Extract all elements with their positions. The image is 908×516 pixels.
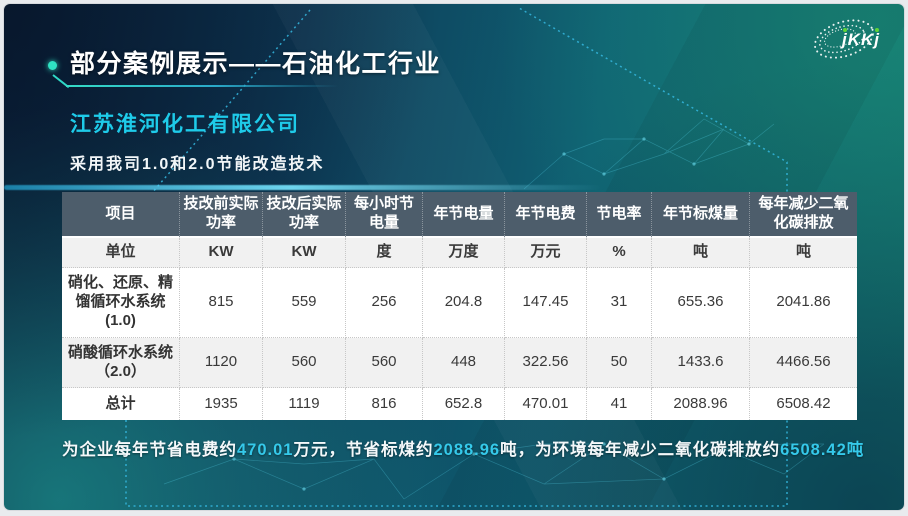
jkkj-logo: jKKj	[813, 19, 880, 59]
value-cell: 1935	[180, 388, 263, 420]
energy-savings-table: 项目 技改前实际功率 技改后实际功率 每小时节电量 年节电量 年节电费 节电率 年节标煤量 每年…	[62, 192, 857, 420]
value-cell: 816	[346, 388, 423, 420]
summary-highlight-value: 2088.96	[433, 441, 501, 459]
row-label: 硝酸循环水系统 （2.0）	[62, 338, 180, 388]
header-cell: 技改前实际功率	[180, 192, 263, 238]
value-cell: 31	[587, 268, 652, 338]
value-cell: 147.45	[505, 268, 587, 338]
header-cell: 年节电费	[505, 192, 587, 238]
unit-cell: 吨	[750, 238, 857, 268]
header-cell: 年节电量	[423, 192, 505, 238]
value-cell: 6508.42	[750, 388, 857, 420]
summary-text: 吨，为环境每年减少二氧化碳排放约	[500, 441, 781, 459]
unit-cell: 吨	[652, 238, 750, 268]
page-title: 部分案例展示——石油化工行业	[70, 50, 442, 78]
value-cell: 470.01	[505, 388, 587, 420]
value-cell: 652.8	[423, 388, 505, 420]
light-beam	[4, 185, 604, 190]
logo-text: jKKj	[840, 30, 880, 49]
unit-cell: KW	[180, 238, 263, 268]
value-cell: 560	[346, 338, 423, 388]
header-cell: 节电率	[587, 192, 652, 238]
unit-cell: 度	[346, 238, 423, 268]
unit-cell: 单位	[62, 238, 180, 268]
logo-green-dot	[875, 28, 879, 32]
technology-tagline: 采用我司1.0和2.0节能改造技术	[70, 156, 325, 173]
value-cell: 50	[587, 338, 652, 388]
value-cell: 1120	[180, 338, 263, 388]
value-cell: 2041.86	[750, 268, 857, 338]
presentation-slide: jKKj 部分案例展示——石油化工行业 江苏淮河化工有限公司 采用我司1.0和2…	[4, 4, 904, 510]
summary-highlight-value: 6508.42吨	[780, 441, 865, 459]
company-name: 江苏淮河化工有限公司	[70, 113, 300, 136]
header-cell: 技改后实际功率	[263, 192, 346, 238]
header-cell: 年节标煤量	[652, 192, 750, 238]
row-label: 总计	[62, 388, 180, 420]
value-cell: 815	[180, 268, 263, 338]
title-bullet-dot	[48, 61, 57, 70]
value-cell: 560	[263, 338, 346, 388]
row-label: 硝化、还原、精馏循环水系统(1.0)	[62, 268, 180, 338]
value-cell: 322.56	[505, 338, 587, 388]
value-cell: 256	[346, 268, 423, 338]
unit-cell: KW	[263, 238, 346, 268]
logo-green-dot	[843, 28, 847, 32]
unit-cell: 万元	[505, 238, 587, 268]
unit-cell: 万度	[423, 238, 505, 268]
unit-cell: %	[587, 238, 652, 268]
summary-text: 为企业每年节省电费约	[62, 441, 237, 459]
value-cell: 4466.56	[750, 338, 857, 388]
summary-text: 万元，节省标煤约	[293, 441, 434, 459]
value-cell: 41	[587, 388, 652, 420]
title-underline	[66, 85, 338, 87]
summary-highlight-value: 470.01	[237, 441, 294, 459]
value-cell: 1433.6	[652, 338, 750, 388]
value-cell: 1119	[263, 388, 346, 420]
value-cell: 655.36	[652, 268, 750, 338]
value-cell: 448	[423, 338, 505, 388]
value-cell: 559	[263, 268, 346, 338]
value-cell: 2088.96	[652, 388, 750, 420]
summary-statement: 为企业每年节省电费约470.01万元，节省标煤约2088.96吨，为环境每年减少…	[62, 436, 872, 460]
header-cell: 每年减少二氧化碳排放	[750, 192, 857, 238]
header-cell: 每小时节电量	[346, 192, 423, 238]
header-cell: 项目	[62, 192, 180, 238]
value-cell: 204.8	[423, 268, 505, 338]
